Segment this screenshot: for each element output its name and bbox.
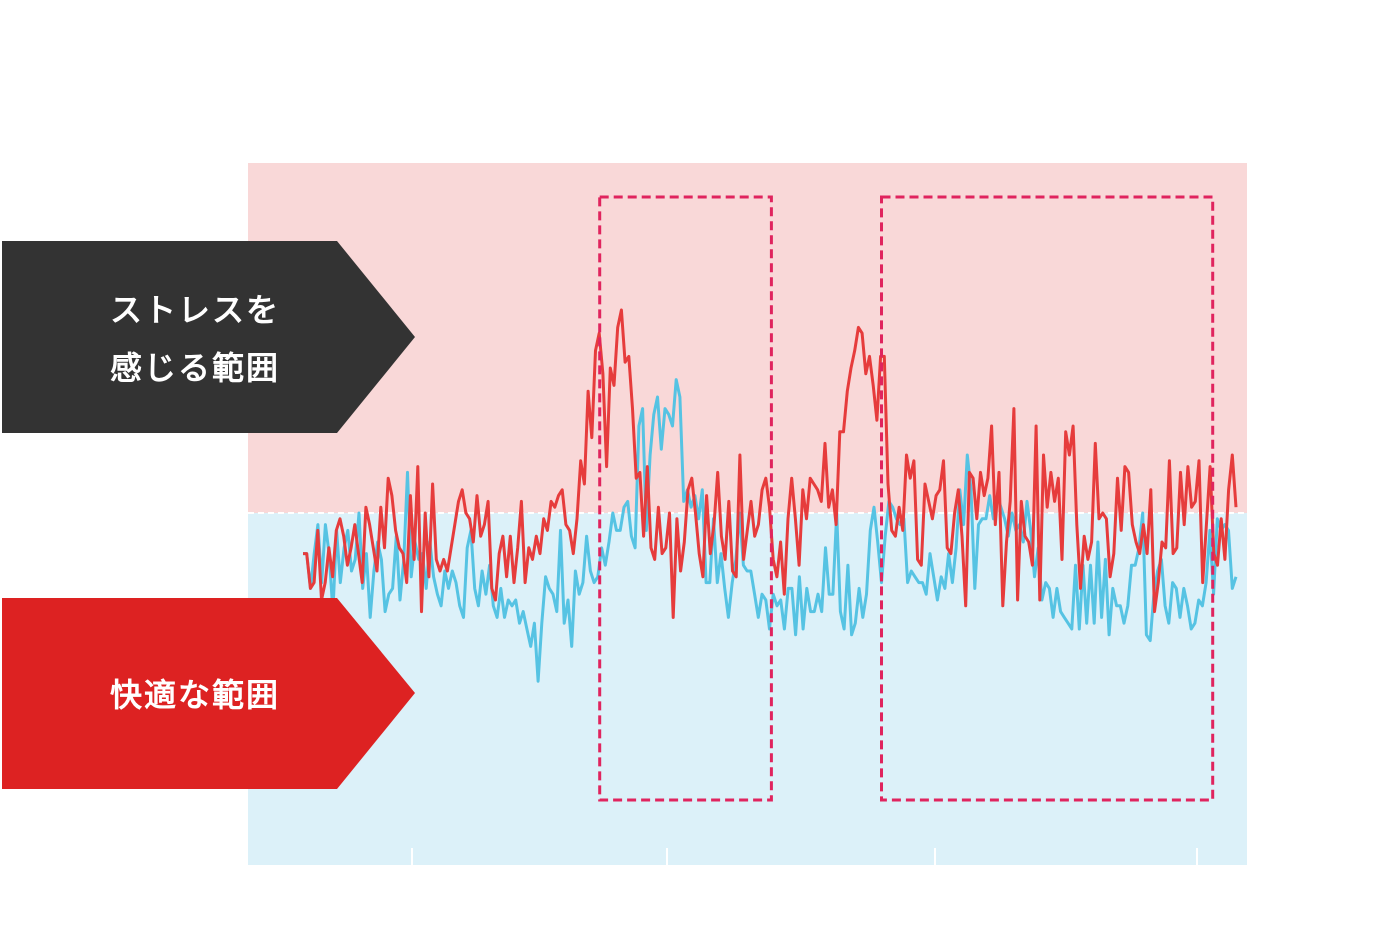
stress-label-line1: ストレスを: [110, 291, 280, 329]
comfort-series-line: [303, 378, 1238, 683]
stress-label-line2: 感じる範囲: [110, 349, 280, 387]
x-ticks: [411, 848, 1198, 865]
stress-series-line: [303, 308, 1238, 619]
highlight-range-box: [880, 195, 1215, 802]
stress-label-banner: [2, 241, 415, 433]
stress-zone-background: [248, 163, 1247, 513]
highlight-range-box: [598, 195, 773, 802]
comfort-label: 快適な範囲: [110, 676, 280, 714]
comfort-label-banner: [2, 598, 415, 789]
